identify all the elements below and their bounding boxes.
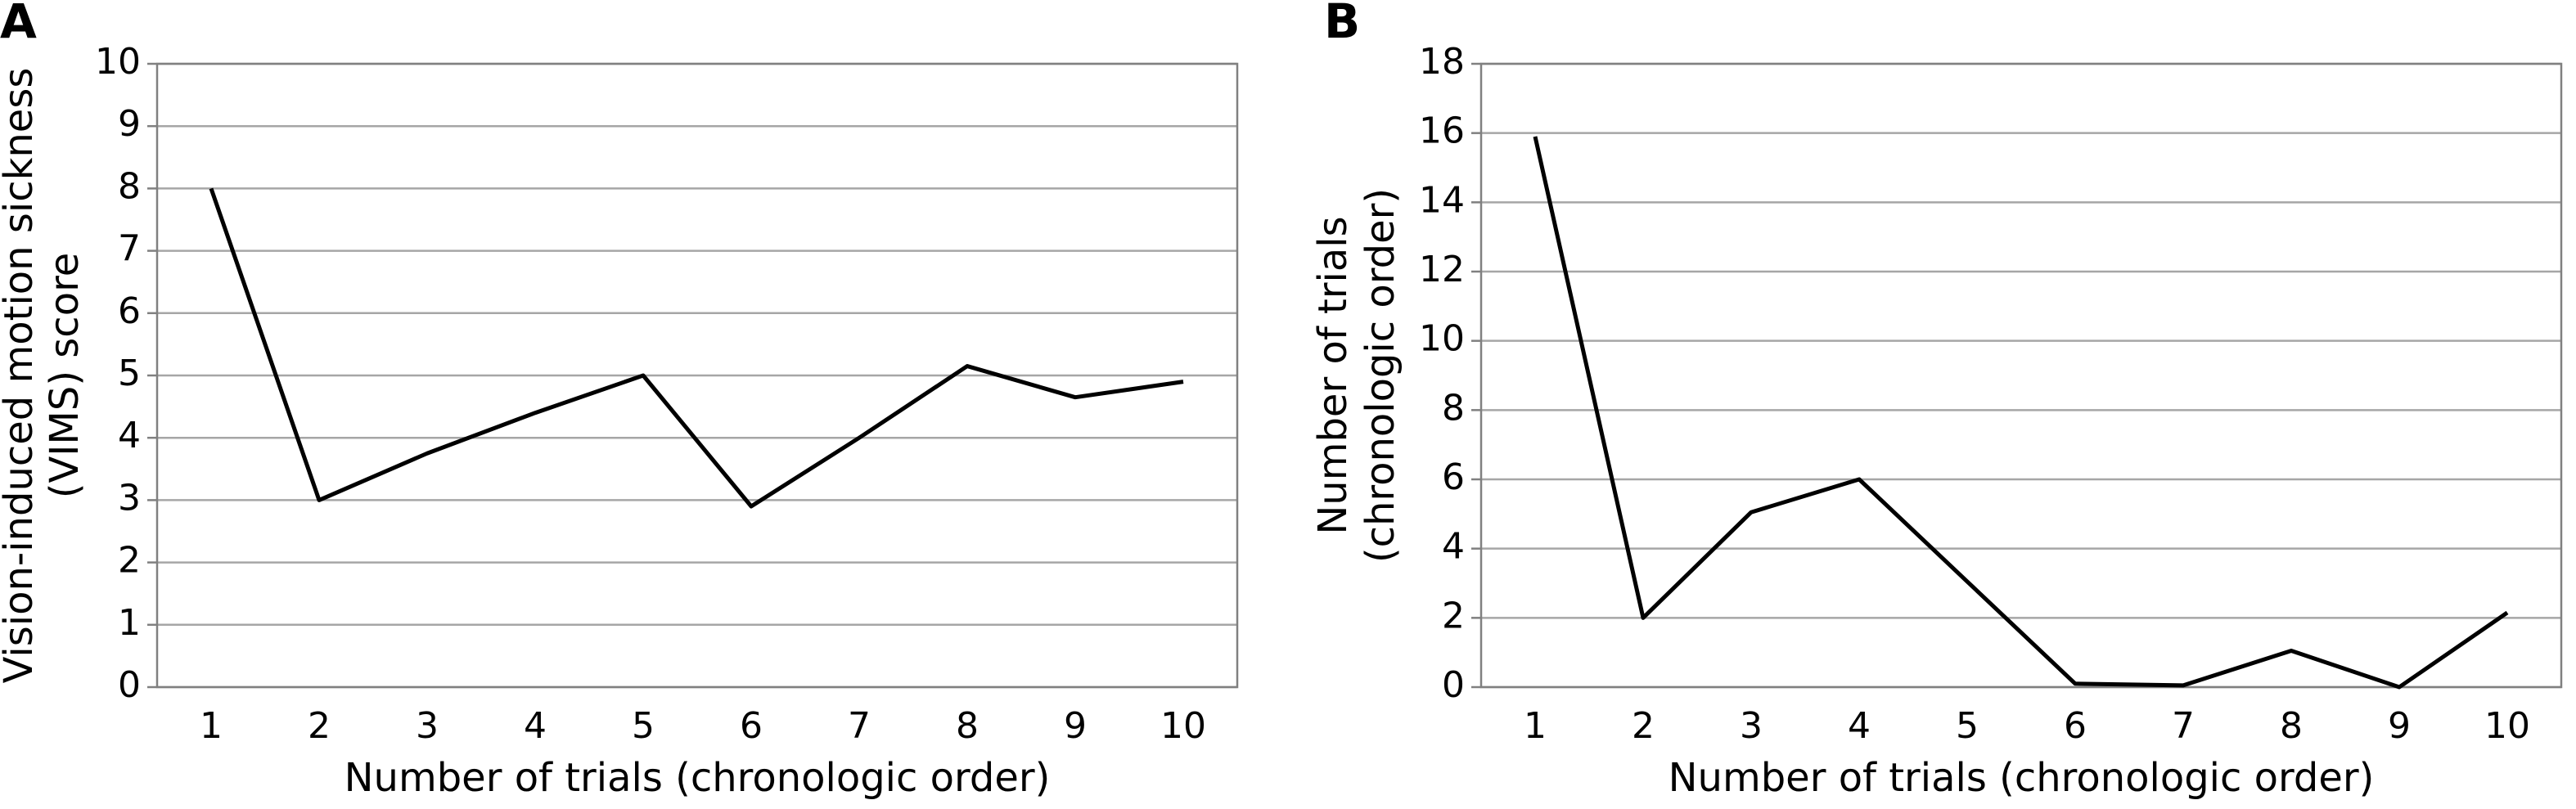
panel-label: B [1324, 0, 1360, 49]
x-tick-label: 5 [1956, 705, 1979, 747]
plot-frame [1479, 62, 2563, 689]
y-tick-label: 18 [1419, 41, 1465, 83]
y-tick-label: 2 [1442, 595, 1465, 636]
y-tick-label: 0 [118, 664, 141, 706]
y-tick-label: 10 [95, 41, 141, 83]
x-tick-label: 7 [2172, 705, 2195, 747]
y-tick-label: 8 [118, 165, 141, 207]
y-tick-label: 2 [118, 540, 141, 582]
x-tick-label: 1 [200, 705, 223, 747]
line [209, 187, 1184, 509]
plot-frame [155, 62, 1239, 689]
x-tick-label: 2 [1632, 705, 1655, 747]
line [1533, 136, 2509, 690]
y-axis-title: (chronologic order) [1358, 188, 1403, 563]
y-axis-title: (VIMS) score [42, 253, 88, 499]
x-tick-label: 1 [1524, 705, 1547, 747]
x-tick-label: 10 [1160, 705, 1206, 747]
x-tick-label: 3 [1740, 705, 1763, 747]
x-tick-label: 9 [2388, 705, 2411, 747]
x-axis-title: Number of trials (chronologic order) [1669, 755, 2375, 801]
y-tick-label: 9 [118, 103, 141, 145]
y-tick-label: 16 [1419, 110, 1465, 152]
panel-label: A [0, 0, 37, 49]
x-tick-label: 3 [416, 705, 439, 747]
x-tick-label: 8 [2280, 705, 2303, 747]
y-tick-label: 1 [118, 602, 141, 644]
y-axis-title: Number of trials [1310, 216, 1356, 534]
y-tick-label: 14 [1419, 179, 1465, 221]
y-tick-label: 8 [1442, 387, 1465, 429]
x-axis-title: Number of trials (chronologic order) [345, 755, 1051, 801]
y-tick-label: 7 [118, 228, 141, 270]
x-tick-label: 7 [848, 705, 871, 747]
y-axis-title: Vision-induced motion sickness [0, 68, 42, 684]
x-tick-label: 4 [524, 705, 547, 747]
y-tick-label: 5 [118, 353, 141, 394]
y-tick-label: 4 [118, 415, 141, 456]
y-tick-label: 3 [118, 477, 141, 519]
x-tick-label: 6 [2064, 705, 2087, 747]
x-tick-label: 6 [740, 705, 763, 747]
y-tick-label: 6 [1442, 456, 1465, 498]
x-tick-label: 9 [1064, 705, 1087, 747]
x-tick-label: 8 [956, 705, 979, 747]
y-tick-label: 6 [118, 290, 141, 332]
x-tick-label: 10 [2484, 705, 2530, 747]
y-tick-label: 12 [1419, 249, 1465, 290]
x-tick-label: 2 [308, 705, 331, 747]
y-tick-label: 4 [1442, 526, 1465, 568]
x-tick-label: 4 [1848, 705, 1871, 747]
y-tick-label: 10 [1419, 318, 1465, 360]
y-tick-label: 0 [1442, 664, 1465, 706]
x-tick-label: 5 [632, 705, 655, 747]
